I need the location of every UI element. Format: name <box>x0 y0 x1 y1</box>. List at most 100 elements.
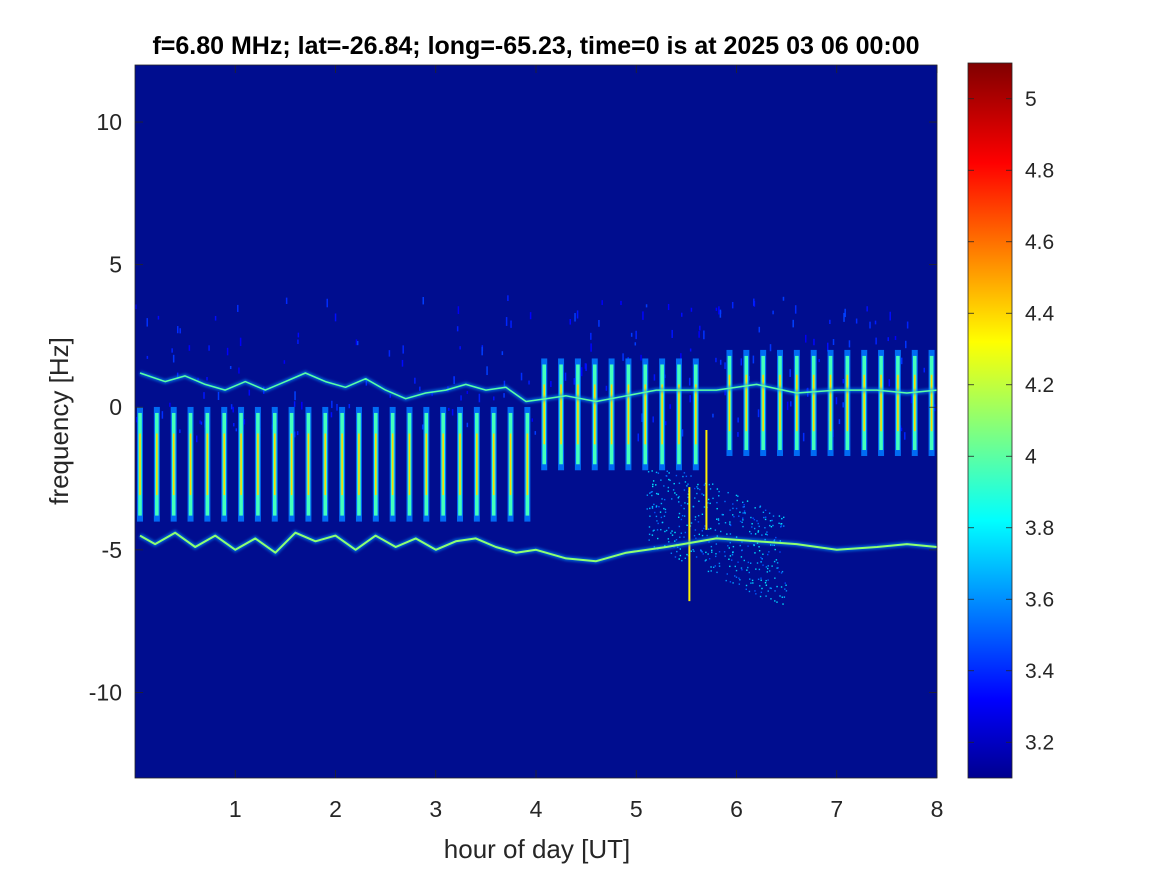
noise-speckle <box>933 404 936 412</box>
noise-speckle <box>230 404 233 410</box>
diffuse-point <box>712 566 715 568</box>
y-tick-label: -5 <box>102 537 122 563</box>
diffuse-point <box>785 584 787 586</box>
diffuse-point <box>708 528 710 530</box>
diffuse-point <box>701 551 703 553</box>
diffuse-point <box>657 472 660 474</box>
diffuse-point <box>686 503 689 505</box>
diffuse-point <box>773 560 776 563</box>
diffuse-point <box>678 558 680 560</box>
diffuse-point <box>655 505 658 507</box>
noise-speckle <box>529 312 532 320</box>
diffuse-point <box>760 561 762 563</box>
diffuse-point <box>765 584 768 586</box>
diffuse-point <box>757 530 760 532</box>
diffuse-point <box>652 483 654 486</box>
noise-speckle <box>459 346 461 350</box>
diffuse-point <box>717 519 720 521</box>
diffuse-point <box>680 504 682 507</box>
diffuse-point <box>702 553 704 555</box>
noise-speckle <box>574 313 576 322</box>
diffuse-point <box>680 532 683 534</box>
noise-speckle <box>874 320 877 325</box>
diffuse-point <box>760 556 762 559</box>
diffuse-point <box>748 571 750 574</box>
diffuse-point <box>702 494 705 496</box>
diffuse-point <box>711 551 713 553</box>
diffuse-point <box>676 550 678 553</box>
noise-speckle <box>355 339 358 346</box>
diffuse-point <box>718 495 720 497</box>
diffuse-point <box>770 587 772 590</box>
noise-speckle <box>505 317 508 326</box>
diffuse-point <box>732 514 734 516</box>
diffuse-point <box>769 544 772 546</box>
diffuse-point <box>701 513 704 515</box>
diffuse-point <box>749 578 751 580</box>
noise-speckle <box>719 309 722 318</box>
noise-speckle <box>161 411 164 419</box>
noise-speckle <box>637 433 640 442</box>
colorbar-tick-label: 4.6 <box>1025 231 1054 254</box>
noise-speckle <box>752 355 755 364</box>
diffuse-point <box>734 565 736 568</box>
diffuse-point <box>764 582 767 584</box>
noise-speckle <box>653 374 656 381</box>
diffuse-point <box>698 500 700 502</box>
diffuse-point <box>675 474 678 477</box>
streak-core <box>172 433 175 496</box>
diffuse-point <box>681 559 683 562</box>
diffuse-point <box>690 550 693 552</box>
diffuse-point <box>651 534 654 536</box>
noise-speckle <box>645 304 648 308</box>
noise-speckle <box>889 311 891 321</box>
diffuse-point <box>732 507 734 510</box>
diffuse-point <box>669 479 671 482</box>
diffuse-point <box>705 551 707 554</box>
diffuse-point <box>780 526 782 528</box>
diffuse-point <box>758 568 761 571</box>
streak-core <box>324 433 327 496</box>
streak-core <box>257 433 259 496</box>
diffuse-point <box>750 582 752 584</box>
noise-speckle <box>301 401 303 410</box>
diffuse-point <box>661 521 664 524</box>
noise-speckle <box>718 306 720 315</box>
noise-speckle <box>326 298 328 308</box>
streak-core <box>375 433 377 496</box>
streak-core <box>880 374 882 432</box>
diffuse-point <box>729 521 731 523</box>
x-tick-label: 6 <box>730 796 743 822</box>
diffuse-point <box>776 585 778 588</box>
diffuse-point <box>757 578 760 580</box>
noise-speckle <box>904 432 906 440</box>
noise-speckle <box>414 377 416 384</box>
x-axis-label: hour of day [UT] <box>444 834 630 864</box>
diffuse-point <box>729 524 732 526</box>
noise-speckle <box>641 413 643 422</box>
noise-speckle <box>832 339 835 346</box>
diffuse-point <box>745 588 747 590</box>
colorbar-tick-label: 3.8 <box>1025 517 1054 540</box>
noise-speckle <box>772 310 774 315</box>
diffuse-point <box>784 588 786 590</box>
diffuse-point <box>766 534 769 536</box>
diffuse-point <box>681 515 684 517</box>
colorbar-tick-label: 5 <box>1025 88 1037 111</box>
noise-speckle <box>466 390 469 394</box>
diffuse-point <box>683 472 686 474</box>
streak-core <box>425 433 428 496</box>
noise-speckle <box>887 337 890 342</box>
diffuse-point <box>653 529 655 531</box>
noise-speckle <box>503 380 506 387</box>
diffuse-point <box>771 565 773 567</box>
diffuse-point <box>780 525 783 527</box>
noise-speckle <box>569 319 572 325</box>
diffuse-point <box>724 522 727 524</box>
diffuse-point <box>741 568 743 571</box>
diffuse-point <box>700 550 703 552</box>
diffuse-point <box>735 569 738 572</box>
noise-speckle <box>146 318 148 327</box>
diffuse-point <box>747 566 749 569</box>
